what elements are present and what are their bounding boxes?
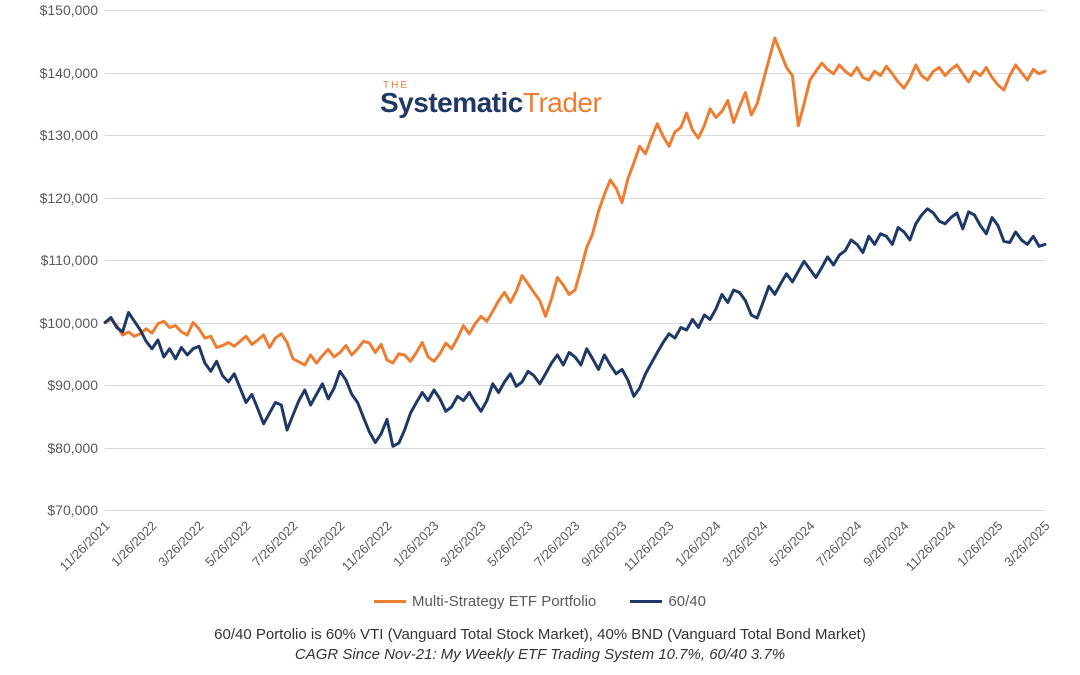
gridline xyxy=(105,510,1045,511)
y-tick-label: $70,000 xyxy=(8,502,98,518)
y-tick-label: $130,000 xyxy=(8,127,98,143)
x-tick-label: 7/26/2022 xyxy=(249,518,301,570)
y-tick-label: $120,000 xyxy=(8,190,98,206)
x-tick-label: 3/26/2025 xyxy=(1001,518,1053,570)
x-tick-label: 7/26/2024 xyxy=(813,518,865,570)
caption-line1: 60/40 Portolio is 60% VTI (Vanguard Tota… xyxy=(0,625,1080,645)
x-tick-label: 11/26/2021 xyxy=(57,518,113,574)
legend-swatch-6040 xyxy=(630,600,662,603)
x-tick-label: 11/26/2024 xyxy=(903,518,959,574)
legend-item-multi-strategy: Multi-Strategy ETF Portfolio xyxy=(374,593,596,610)
caption-line2: CAGR Since Nov-21: My Weekly ETF Trading… xyxy=(0,645,1080,665)
x-tick-label: 3/26/2024 xyxy=(719,518,771,570)
legend-swatch-multi xyxy=(374,600,406,603)
x-tick-label: 7/26/2023 xyxy=(531,518,583,570)
x-tick-label: 1/26/2022 xyxy=(108,518,160,570)
x-tick-label: 1/26/2024 xyxy=(672,518,724,570)
y-tick-label: $100,000 xyxy=(8,315,98,331)
x-tick-label: 11/26/2022 xyxy=(339,518,395,574)
legend-item-6040: 60/40 xyxy=(630,593,706,610)
chart-captions: 60/40 Portolio is 60% VTI (Vanguard Tota… xyxy=(0,625,1080,666)
y-tick-label: $110,000 xyxy=(8,252,98,268)
legend: Multi-Strategy ETF Portfolio 60/40 xyxy=(0,590,1080,610)
x-tick-label: 3/26/2022 xyxy=(155,518,207,570)
x-tick-label: 11/26/2023 xyxy=(621,518,677,574)
x-tick-label: 1/26/2025 xyxy=(954,518,1006,570)
x-tick-label: 5/26/2022 xyxy=(202,518,254,570)
x-tick-label: 3/26/2023 xyxy=(437,518,489,570)
legend-label-multi: Multi-Strategy ETF Portfolio xyxy=(412,593,596,610)
logo-part2: Trader xyxy=(523,87,601,118)
systematic-trader-logo: THE SystematicTrader xyxy=(380,80,601,119)
logo-part1: Systematic xyxy=(380,87,523,118)
x-tick-label: 1/26/2023 xyxy=(390,518,442,570)
y-tick-label: $90,000 xyxy=(8,377,98,393)
y-tick-label: $80,000 xyxy=(8,440,98,456)
legend-label-6040: 60/40 xyxy=(668,593,706,610)
plot-area: THE SystematicTrader xyxy=(105,10,1045,511)
y-tick-label: $140,000 xyxy=(8,65,98,81)
y-tick-label: $150,000 xyxy=(8,2,98,18)
x-tick-label: 5/26/2023 xyxy=(484,518,536,570)
portfolio-chart: THE SystematicTrader $70,000 $80,000 $90,0… xyxy=(0,0,1080,675)
series-line xyxy=(105,209,1045,446)
x-tick-label: 5/26/2024 xyxy=(766,518,818,570)
